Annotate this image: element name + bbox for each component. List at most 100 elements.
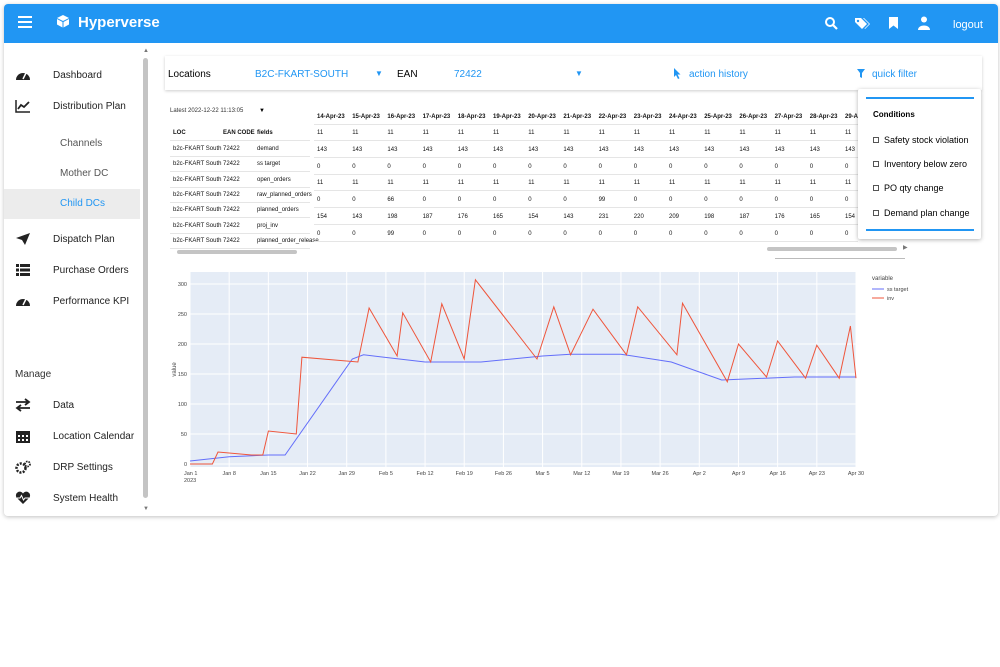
sidebar-subitem-mother-dc[interactable]: Mother DC [4, 159, 140, 189]
table-cell: 0 [633, 163, 638, 170]
checkbox-icon[interactable] [873, 185, 879, 191]
table-cell: 0 [422, 197, 426, 204]
column-header: 14-Apr-23 [317, 114, 345, 120]
table-scrollbar-right[interactable] [767, 247, 897, 251]
table-cell: 0 [774, 230, 778, 237]
sidebar-item-distribution-plan[interactable]: Distribution Plan [4, 91, 140, 121]
sidebar-item-system-health[interactable]: System Health [4, 483, 140, 513]
table-cell: 11 [845, 130, 852, 136]
column-header: 25-Apr-23 [704, 114, 732, 120]
table-cell: 165 [493, 214, 504, 220]
sidebar-item-label: System Health [53, 492, 119, 504]
bookmark-icon[interactable] [888, 16, 899, 30]
gauge-icon [16, 298, 30, 306]
sidebar-item-label: Purchase Orders [53, 264, 129, 276]
chevron-down-icon[interactable]: ▼ [575, 69, 583, 78]
menu-icon[interactable] [18, 16, 32, 28]
sidebar-item-label: Location Calendar [53, 430, 135, 442]
condition-checkbox[interactable]: PO qty change [873, 183, 944, 193]
table-cell: 0 [457, 163, 462, 170]
logout-link[interactable]: logout [953, 19, 983, 31]
table-cell: 11 [633, 180, 641, 187]
sidebar-item-drp-settings[interactable]: DRP Settings [4, 452, 140, 482]
condition-checkbox[interactable]: Inventory below zero [873, 159, 967, 169]
condition-checkbox[interactable]: Demand plan change [873, 208, 970, 218]
table-cell: demand [257, 146, 279, 152]
sidebar-item-label: Performance KPI [53, 295, 130, 307]
condition-checkbox[interactable]: Safety stock violation [873, 135, 969, 145]
sidebar-item-label: Distribution Plan [53, 100, 126, 112]
ean-select[interactable]: 72422 [454, 69, 482, 80]
checkbox-icon[interactable] [873, 137, 879, 143]
cursor-arrow-icon [674, 68, 681, 79]
y-tick-label: 0 [184, 462, 187, 468]
sidebar-item-label: Data [53, 399, 75, 411]
table-cell: 11 [352, 180, 359, 187]
sidebar-item-location-calendar[interactable]: Location Calendar [4, 421, 140, 451]
x-tick-label: Apr 9 [732, 471, 745, 477]
table-cell: 11 [528, 180, 535, 187]
user-icon[interactable] [918, 16, 930, 30]
locations-select[interactable]: B2C-FKART-SOUTH [255, 69, 349, 80]
x-tick-label: Feb 12 [416, 471, 433, 477]
table-cell: 0 [352, 197, 356, 204]
table-cell: 143 [845, 146, 856, 153]
y-tick-label: 150 [178, 372, 187, 378]
table-cell: planned_orders [257, 207, 299, 214]
chevron-down-icon[interactable]: ▼ [375, 69, 383, 78]
sidebar-item-data[interactable]: Data [4, 390, 140, 420]
latest-timestamp-select[interactable]: Latest 2022-12-22 11:13:05 [170, 108, 244, 114]
calendar-icon [16, 431, 30, 443]
quick-filter-button[interactable]: quick filter [872, 69, 918, 80]
y-tick-label: 200 [178, 342, 187, 348]
table-cell: 99 [598, 197, 606, 204]
action-history-link[interactable]: action history [689, 69, 748, 80]
gauge-icon [16, 72, 30, 80]
table-cell: 154 [528, 214, 539, 220]
table-cell: 11 [422, 130, 429, 136]
table-cell: 143 [563, 214, 574, 220]
divider [866, 229, 974, 231]
sidebar-item-purchase-orders[interactable]: Purchase Orders [4, 255, 140, 285]
dates-table: 14-Apr-23 15-Apr-23 16-Apr-23 17-Apr-23 18-A… [314, 108, 858, 248]
table-cell: 0 [809, 197, 814, 204]
table-cell: 0 [704, 197, 708, 204]
scroll-right-icon[interactable]: ▶ [903, 245, 908, 251]
table-row: b2c-FKART South 72422 proj_inv [170, 219, 310, 234]
table-cell: 11 [528, 130, 535, 136]
search-icon[interactable] [824, 16, 838, 30]
checkbox-icon[interactable] [873, 161, 879, 167]
table-cell: 11 [809, 180, 817, 187]
scrollbar-thumb[interactable] [143, 58, 148, 498]
sidebar-subitem-child-dcs[interactable]: Child DCs [4, 189, 140, 219]
table-cell: 11 [457, 180, 465, 187]
table-row: b2c-FKART South 72422 open_orders [170, 173, 310, 188]
tags-icon[interactable] [854, 16, 870, 30]
table-cell: 0 [422, 163, 426, 170]
sidebar-item-performance-kpi[interactable]: Performance KPI [4, 286, 140, 316]
sidebar-subitem-channels[interactable]: Channels [4, 129, 140, 159]
x-tick-label: Mar 26 [652, 471, 669, 477]
table-cell: 0 [528, 163, 532, 170]
table-cell: 0 [739, 197, 743, 204]
table-row: 0 0 0 0 0 0 0 0 0 0 0 0 0 0 0 0 [314, 160, 858, 175]
table-cell: 176 [774, 214, 785, 220]
table-cell: 11 [845, 180, 852, 187]
table-cell: 0 [493, 163, 497, 170]
sidebar-item-dashboard[interactable]: Dashboard [4, 60, 140, 90]
table-cell: 0 [739, 163, 743, 170]
sidebar-item-dispatch-plan[interactable]: Dispatch Plan [4, 224, 140, 254]
table-cell: 0 [563, 197, 567, 204]
table-cell: 0 [352, 230, 356, 237]
scroll-up-icon[interactable]: ▲ [143, 48, 149, 54]
table-cell: 143 [704, 146, 715, 153]
checkbox-icon[interactable] [873, 210, 879, 216]
table-cell: 11 [387, 180, 394, 187]
divider [775, 258, 905, 259]
sidebar-scrollbar[interactable]: ▲ ▼ [142, 46, 150, 516]
table-row: 0 0 99 0 0 0 0 0 0 0 0 0 0 0 0 0 [314, 227, 858, 242]
table-scrollbar-left[interactable] [177, 250, 297, 254]
chevron-down-icon[interactable]: ▼ [259, 108, 265, 114]
table-cell: 0 [669, 230, 673, 237]
scroll-down-icon[interactable]: ▼ [143, 506, 149, 512]
